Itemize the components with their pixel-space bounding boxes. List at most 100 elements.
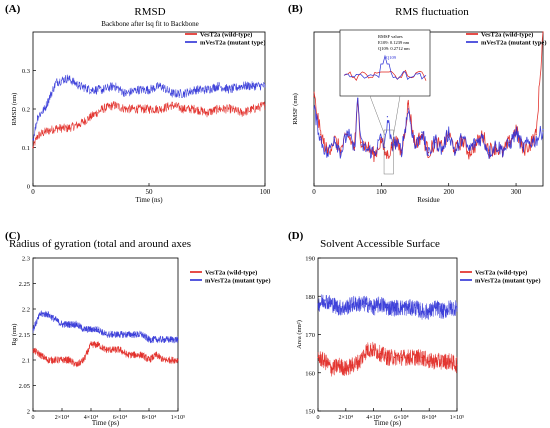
data-point <box>61 359 63 361</box>
x-tick-label: 0 <box>31 188 35 196</box>
data-point <box>67 127 69 129</box>
panel-label: (C) <box>5 230 21 242</box>
data-point <box>333 136 335 138</box>
panel-label: (B) <box>288 3 303 15</box>
y-tick-label: 0.2 <box>22 107 30 114</box>
data-point <box>317 356 319 359</box>
data-point <box>39 354 41 356</box>
data-point <box>441 149 443 151</box>
data-point <box>241 112 243 114</box>
data-point <box>141 333 143 336</box>
data-point <box>407 108 409 110</box>
x-tick-label: 2×10⁴ <box>339 415 353 421</box>
data-point <box>162 359 165 361</box>
y-axis-label: RMSF (nm) <box>292 93 299 125</box>
data-point <box>535 134 537 136</box>
data-point <box>37 135 39 137</box>
data-point <box>90 344 92 346</box>
x-axis-label: Time (ps) <box>92 419 120 427</box>
y-tick-label: 2 <box>27 409 30 416</box>
data-point <box>155 354 157 356</box>
data-point <box>366 349 368 351</box>
data-point <box>160 85 162 87</box>
y-tick-label: 2.25 <box>19 281 30 288</box>
x-tick-label: 300 <box>511 188 522 196</box>
plot-frame <box>317 257 458 412</box>
inset-peak-label: Q109 <box>386 55 397 60</box>
x-tick-label: 8×10⁴ <box>422 415 436 421</box>
data-point <box>380 136 382 138</box>
data-point <box>407 103 409 105</box>
data-point <box>442 310 444 313</box>
legend-entry: VesT2a (wild-type) <box>200 32 252 39</box>
data-point <box>535 139 537 141</box>
data-point <box>104 349 107 351</box>
data-point <box>352 364 354 366</box>
data-point <box>55 127 57 129</box>
data-point <box>171 93 173 95</box>
data-point <box>331 368 333 370</box>
data-point <box>97 328 99 330</box>
x-tick-label: 100 <box>376 188 387 196</box>
data-point <box>32 139 34 141</box>
data-point <box>206 89 208 91</box>
data-point <box>183 108 185 110</box>
data-point <box>435 307 437 309</box>
data-point <box>320 134 322 136</box>
data-point <box>148 108 150 110</box>
data-point <box>126 333 128 336</box>
legend-entry: mVesT2a (mutant type) <box>200 40 265 47</box>
data-point <box>183 93 185 95</box>
data-point <box>428 360 430 362</box>
x-tick-label: 100 <box>260 188 271 196</box>
x-tick-label: 1×10⁵ <box>171 415 185 421</box>
data-point <box>359 303 361 305</box>
data-point <box>449 360 451 362</box>
data-point <box>495 144 497 146</box>
data-point <box>468 152 470 154</box>
data-point <box>125 108 127 110</box>
data-point <box>338 364 340 366</box>
zoom-region <box>383 129 394 175</box>
data-point <box>393 307 396 309</box>
data-point <box>428 310 430 313</box>
data-point <box>407 356 409 359</box>
data-point <box>54 359 56 361</box>
data-point <box>126 354 128 356</box>
data-point <box>386 154 389 156</box>
data-point <box>67 77 69 79</box>
data-point <box>326 154 329 156</box>
data-point <box>340 152 342 154</box>
data-point <box>386 356 389 359</box>
data-point <box>360 141 362 143</box>
data-point <box>218 108 220 110</box>
data-point <box>54 318 56 320</box>
data-point <box>75 364 78 366</box>
data-point <box>379 353 382 355</box>
data-point <box>338 307 340 309</box>
x-tick-label: 1×10⁵ <box>450 415 464 421</box>
data-point <box>390 144 393 146</box>
data-point <box>456 307 458 309</box>
x-tick-label: 4×10⁴ <box>366 415 380 421</box>
data-point <box>331 303 333 305</box>
data-point <box>119 349 121 351</box>
data-point <box>528 141 531 143</box>
data-point <box>206 112 208 114</box>
data-point <box>508 144 510 146</box>
data-point <box>414 356 416 359</box>
data-point <box>320 139 322 141</box>
series-mutant-type <box>32 310 179 344</box>
data-point <box>448 131 450 133</box>
inset-annotation: E109: 0.1239 nm <box>378 40 410 45</box>
data-point <box>75 323 78 325</box>
data-point <box>113 104 115 106</box>
data-point <box>373 307 375 309</box>
series-trace <box>32 341 179 368</box>
data-point <box>148 359 150 361</box>
x-tick-label: 200 <box>443 188 454 196</box>
legend: VesT2a (wild-type)mVesT2a (mutant type) <box>466 32 546 47</box>
data-point <box>542 31 544 33</box>
data-point <box>155 339 157 341</box>
x-axis-label: Time (ns) <box>135 196 163 204</box>
